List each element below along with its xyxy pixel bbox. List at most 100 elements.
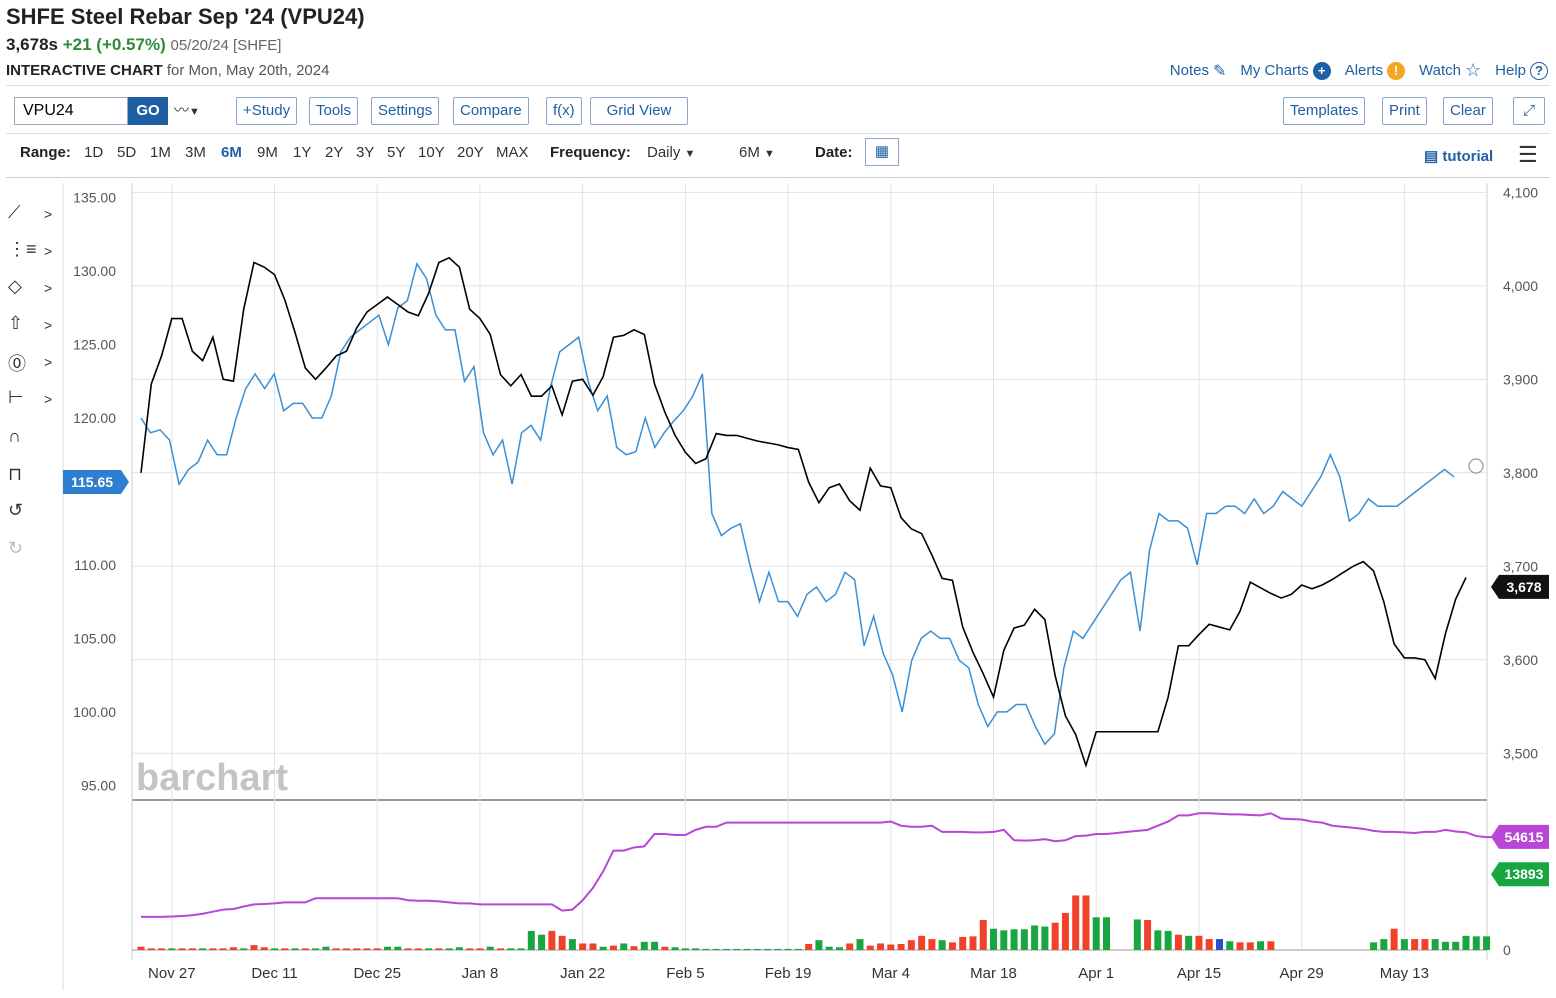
study-button[interactable]: +Study — [236, 97, 298, 125]
quote-line: 3,678s +21 (+0.57%) 05/20/24 [SHFE] — [6, 35, 281, 55]
menu-icon[interactable]: ☰ — [1518, 142, 1538, 167]
range-3y[interactable]: 3Y — [356, 144, 375, 161]
x-tick-label: Mar 4 — [872, 965, 910, 982]
x-tick-label: Jan 8 — [462, 965, 499, 982]
range-2y[interactable]: 2Y — [325, 144, 344, 161]
pencil-icon: ✎ — [1212, 62, 1227, 80]
watch-link[interactable]: Watch ☆ — [1419, 60, 1481, 81]
clear-button[interactable]: Clear — [1443, 97, 1493, 125]
volume-bar — [1144, 920, 1152, 950]
frequency-label: Frequency: — [550, 144, 631, 161]
open-interest-tag-text: 54615 — [1505, 829, 1544, 845]
volume-bar — [178, 948, 186, 950]
range-1y[interactable]: 1Y — [293, 144, 312, 161]
range-6m[interactable]: 6M — [221, 144, 242, 161]
templates-button[interactable]: Templates — [1283, 97, 1366, 125]
left-axis-tick: 105.00 — [73, 630, 116, 646]
volume-bar — [753, 948, 761, 950]
range-5d[interactable]: 5D — [117, 144, 137, 161]
notes-link[interactable]: Notes ✎ — [1170, 60, 1227, 81]
trendline-tool[interactable]: ⟋ > — [8, 202, 54, 232]
lock-tool[interactable]: ⊓ — [8, 464, 54, 494]
x-tick-label: Apr 15 — [1177, 965, 1221, 982]
open-interest-tag-bg — [1491, 824, 1549, 849]
tools-button[interactable]: Tools — [309, 97, 359, 125]
alerts-link[interactable]: Alerts! — [1345, 60, 1406, 81]
volume-bar — [979, 920, 987, 950]
mycharts-link[interactable]: My Charts + — [1240, 60, 1331, 81]
volume-bar — [1051, 922, 1059, 950]
divider — [6, 133, 1550, 134]
range-9m[interactable]: 9M — [257, 144, 278, 161]
volume-bar — [548, 930, 556, 950]
chevron-down-icon: ▼ — [684, 148, 696, 160]
volume-bar — [918, 935, 926, 950]
fx-button[interactable]: f(x) — [546, 97, 582, 125]
volume-bar — [1133, 919, 1141, 950]
period-dropdown[interactable]: 6M ▼ — [739, 144, 775, 161]
chevron-down-icon: ▼ — [764, 148, 775, 160]
volume-bar — [969, 936, 977, 950]
range-max[interactable]: MAX — [496, 144, 529, 161]
range-1m[interactable]: 1M — [150, 144, 171, 161]
volume-zero-label: 0 — [1503, 942, 1511, 958]
period-value: 6M — [739, 144, 760, 161]
line-chart-icon: 〰 — [174, 102, 190, 119]
range-1d[interactable]: 1D — [84, 144, 104, 161]
redo-tool[interactable]: ↻ — [8, 538, 54, 568]
symbol-input[interactable] — [14, 97, 128, 125]
volume-bar — [897, 944, 905, 950]
volume-bar — [743, 948, 751, 950]
tutorial-link[interactable]: ▤ tutorial — [1424, 147, 1493, 165]
go-button[interactable]: GO — [128, 97, 168, 125]
chart-lines — [140, 256, 1508, 918]
range-10y[interactable]: 10Y — [418, 144, 445, 161]
settings-button[interactable]: Settings — [371, 97, 440, 125]
right-axis-tick: 4,000 — [1503, 278, 1538, 294]
help-link[interactable]: Help? — [1495, 60, 1548, 81]
magnet-tool[interactable]: ∩ — [8, 426, 54, 456]
x-tick-label: Mar 18 — [970, 965, 1017, 982]
compare-button[interactable]: Compare — [453, 97, 529, 125]
crosshair-handle — [1468, 458, 1484, 474]
grid-view-button[interactable]: Grid View — [590, 97, 688, 125]
calendar-button[interactable]: ▦ — [865, 138, 899, 166]
measure-tool[interactable]: ⊢ > — [8, 387, 54, 417]
volume-bar — [538, 934, 546, 950]
magnet-icon: ∩ — [8, 426, 21, 446]
volume-bar — [1267, 941, 1275, 950]
print-button[interactable]: Print — [1382, 97, 1427, 125]
fib-tool[interactable]: ⋮≡ > — [8, 239, 54, 269]
shape-tool[interactable]: ◇ > — [8, 276, 54, 306]
volume-bar — [1411, 939, 1419, 950]
arrow-tool[interactable]: ⇧ > — [8, 313, 54, 343]
frequency-dropdown[interactable]: Daily ▼ — [647, 144, 695, 161]
range-label: Range: — [20, 144, 71, 161]
range-5y[interactable]: 5Y — [387, 144, 406, 161]
volume-bar — [527, 930, 535, 950]
arrow-up-icon: ⇧ — [8, 313, 24, 333]
range-3m[interactable]: 3M — [185, 144, 206, 161]
chart-grid — [62, 183, 1488, 990]
volume-bar — [651, 941, 659, 950]
volume-bar — [825, 946, 833, 950]
chart-type-dropdown[interactable]: 〰▼ — [174, 99, 200, 120]
volume-bar — [866, 945, 874, 950]
divider — [6, 177, 1550, 178]
volume-bar — [1092, 917, 1100, 950]
range-20y[interactable]: 20Y — [457, 144, 484, 161]
help-label: Help — [1495, 62, 1526, 79]
expand-button[interactable]: ⤢ — [1513, 97, 1545, 125]
x-tick-label: Jan 22 — [560, 965, 605, 982]
volume-bar — [640, 941, 648, 950]
volume-bar — [1174, 934, 1182, 950]
left-axis-tick: 125.00 — [73, 337, 116, 353]
barchart-watermark: barchart — [136, 757, 288, 799]
undo-tool[interactable]: ↺ — [8, 500, 54, 530]
right-axis-tick: 3,600 — [1503, 652, 1538, 668]
chevron-right-icon: > — [44, 391, 53, 407]
annotation-tool[interactable]: ⓪ > — [8, 350, 54, 380]
volume-bar — [599, 946, 607, 950]
volume-bar — [1041, 926, 1049, 950]
